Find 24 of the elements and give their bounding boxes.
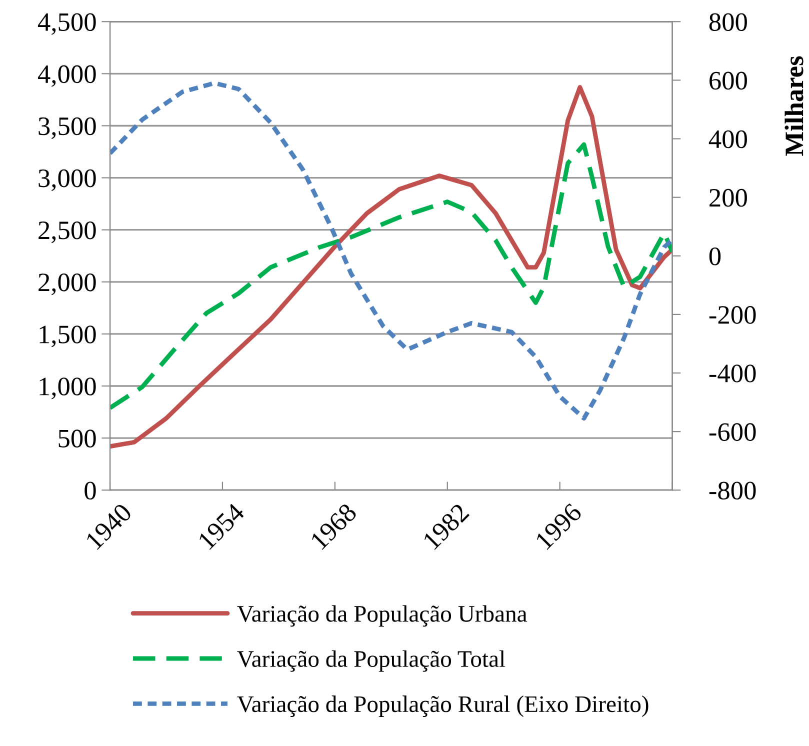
y-tick-label: 2,000 <box>38 274 96 296</box>
y-tick-label: 3,000 <box>38 169 96 192</box>
y2-tick-label: -400 <box>709 364 756 382</box>
y-tick-label: 0 <box>84 482 96 500</box>
y2-tick-label: 600 <box>710 72 747 90</box>
legend-label: Variação da População Total <box>237 650 506 672</box>
y2-tick-label: 800 <box>709 13 747 32</box>
y2-tick-label: 400 <box>708 130 747 148</box>
y2-tick-label: -800 <box>709 482 756 500</box>
y2-tick-label: -600 <box>709 423 756 441</box>
y-tick-label: 4,000 <box>38 65 96 87</box>
y-tick-label: 1,500 <box>40 326 96 348</box>
legend-label: Variação da População Urbana <box>237 605 527 627</box>
y2-tick-label: 200 <box>710 188 747 207</box>
line-series <box>110 142 672 410</box>
legend-label: Variação da População Rural (Eixo Direito) <box>237 696 648 717</box>
y2-tick-label: -200 <box>709 306 756 324</box>
y-tick-label: 3,500 <box>38 117 96 139</box>
y-tick-label: 2,500 <box>38 221 96 244</box>
y2-axis-title: Milhares <box>784 56 804 156</box>
y2-tick-label: 0 <box>709 247 721 266</box>
y-tick-label: 500 <box>58 430 96 448</box>
y-tick-label: 4,500 <box>38 13 96 35</box>
y-tick-label: 1,000 <box>40 378 96 400</box>
